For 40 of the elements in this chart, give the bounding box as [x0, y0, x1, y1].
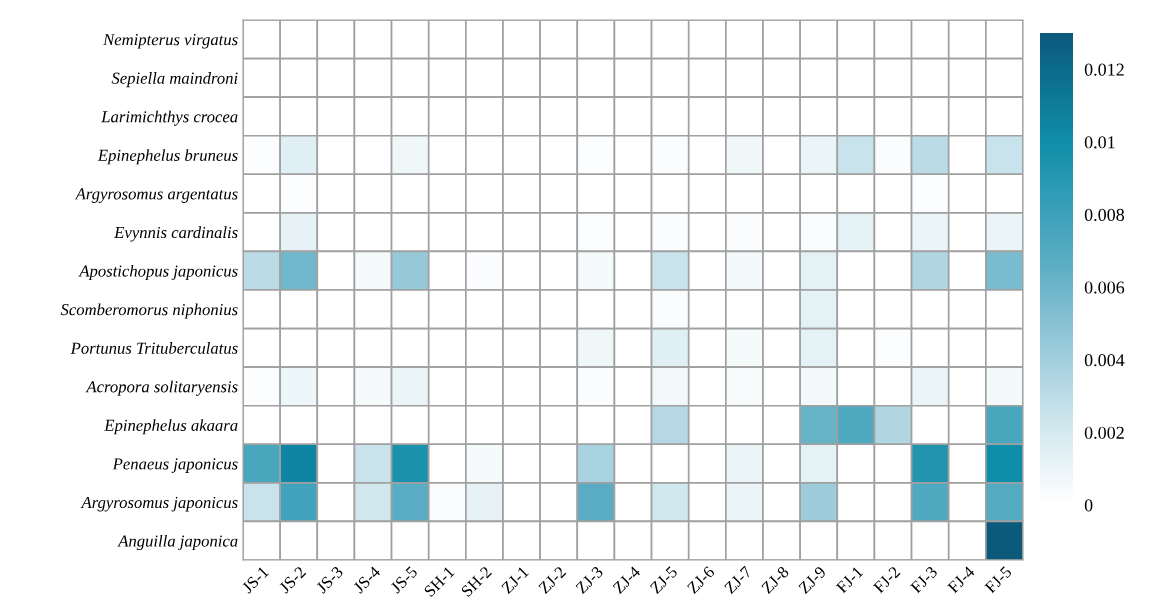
x-tick-label: ZJ-1: [500, 565, 530, 595]
color-bar-label: 0.01: [1084, 136, 1115, 149]
color-bar-label: 0.008: [1084, 208, 1125, 222]
y-tick-label: Epinephelus akaara: [104, 419, 238, 435]
x-tick-label: ZJ-6: [686, 565, 716, 595]
y-tick-label: Evynnis cardinalis: [114, 226, 238, 242]
x-tick-label: JS-4: [352, 565, 382, 594]
x-tick-label: FJ-4: [947, 565, 976, 594]
color-bar-label: 0.004: [1084, 354, 1125, 367]
x-tick-label: JS-1: [241, 565, 270, 594]
x-tick-label: FJ-2: [872, 565, 901, 594]
color-bar-label: 0.002: [1084, 426, 1124, 439]
color-bar-label: 0.006: [1084, 281, 1125, 294]
y-tick-label: Penaeus japonicus: [112, 458, 238, 473]
x-tick-label: FJ-1: [835, 565, 864, 594]
y-tick-label: Larimichthys crocea: [101, 110, 238, 126]
color-bar-label: 0.012: [1084, 63, 1124, 76]
y-tick-label: Nemipterus virgatus: [102, 34, 238, 49]
x-tick-label: JS-2: [278, 565, 307, 594]
y-tick-label: Anguilla japonica: [117, 534, 238, 551]
x-tick-label: ZJ-5: [649, 565, 678, 595]
x-tick-label: ZJ-7: [723, 565, 753, 595]
y-tick-label: Portunus Trituberculatus: [70, 342, 238, 354]
x-tick-label: FJ-3: [909, 565, 938, 594]
x-tick-label: ZJ-9: [798, 565, 827, 595]
y-tick-label: Epinephelus bruneus: [97, 149, 238, 165]
y-tick-label: Sepiella maindroni: [111, 72, 238, 88]
x-tick-label: JS-5: [389, 565, 418, 594]
y-tick-label: Argyrosomus argentatus: [74, 188, 238, 203]
y-tick-label: Argyrosomus japonicus: [80, 496, 238, 512]
x-tick-label: ZJ-2: [538, 565, 567, 595]
y-tick-label: Acropora solitaryensis: [85, 380, 238, 396]
x-tick-label: FJ-5: [984, 565, 1013, 594]
x-tick-label: JS-3: [315, 565, 344, 594]
x-tick-label: ZJ-4: [612, 565, 642, 595]
y-tick-label: Apostichopus japonicus: [78, 264, 238, 281]
x-tick-label: ZJ-8: [760, 565, 790, 595]
y-tick-label: Scomberomorus niphonius: [60, 303, 238, 319]
color-bar-label: 0: [1084, 499, 1093, 512]
x-tick-label: ZJ-3: [575, 565, 604, 595]
